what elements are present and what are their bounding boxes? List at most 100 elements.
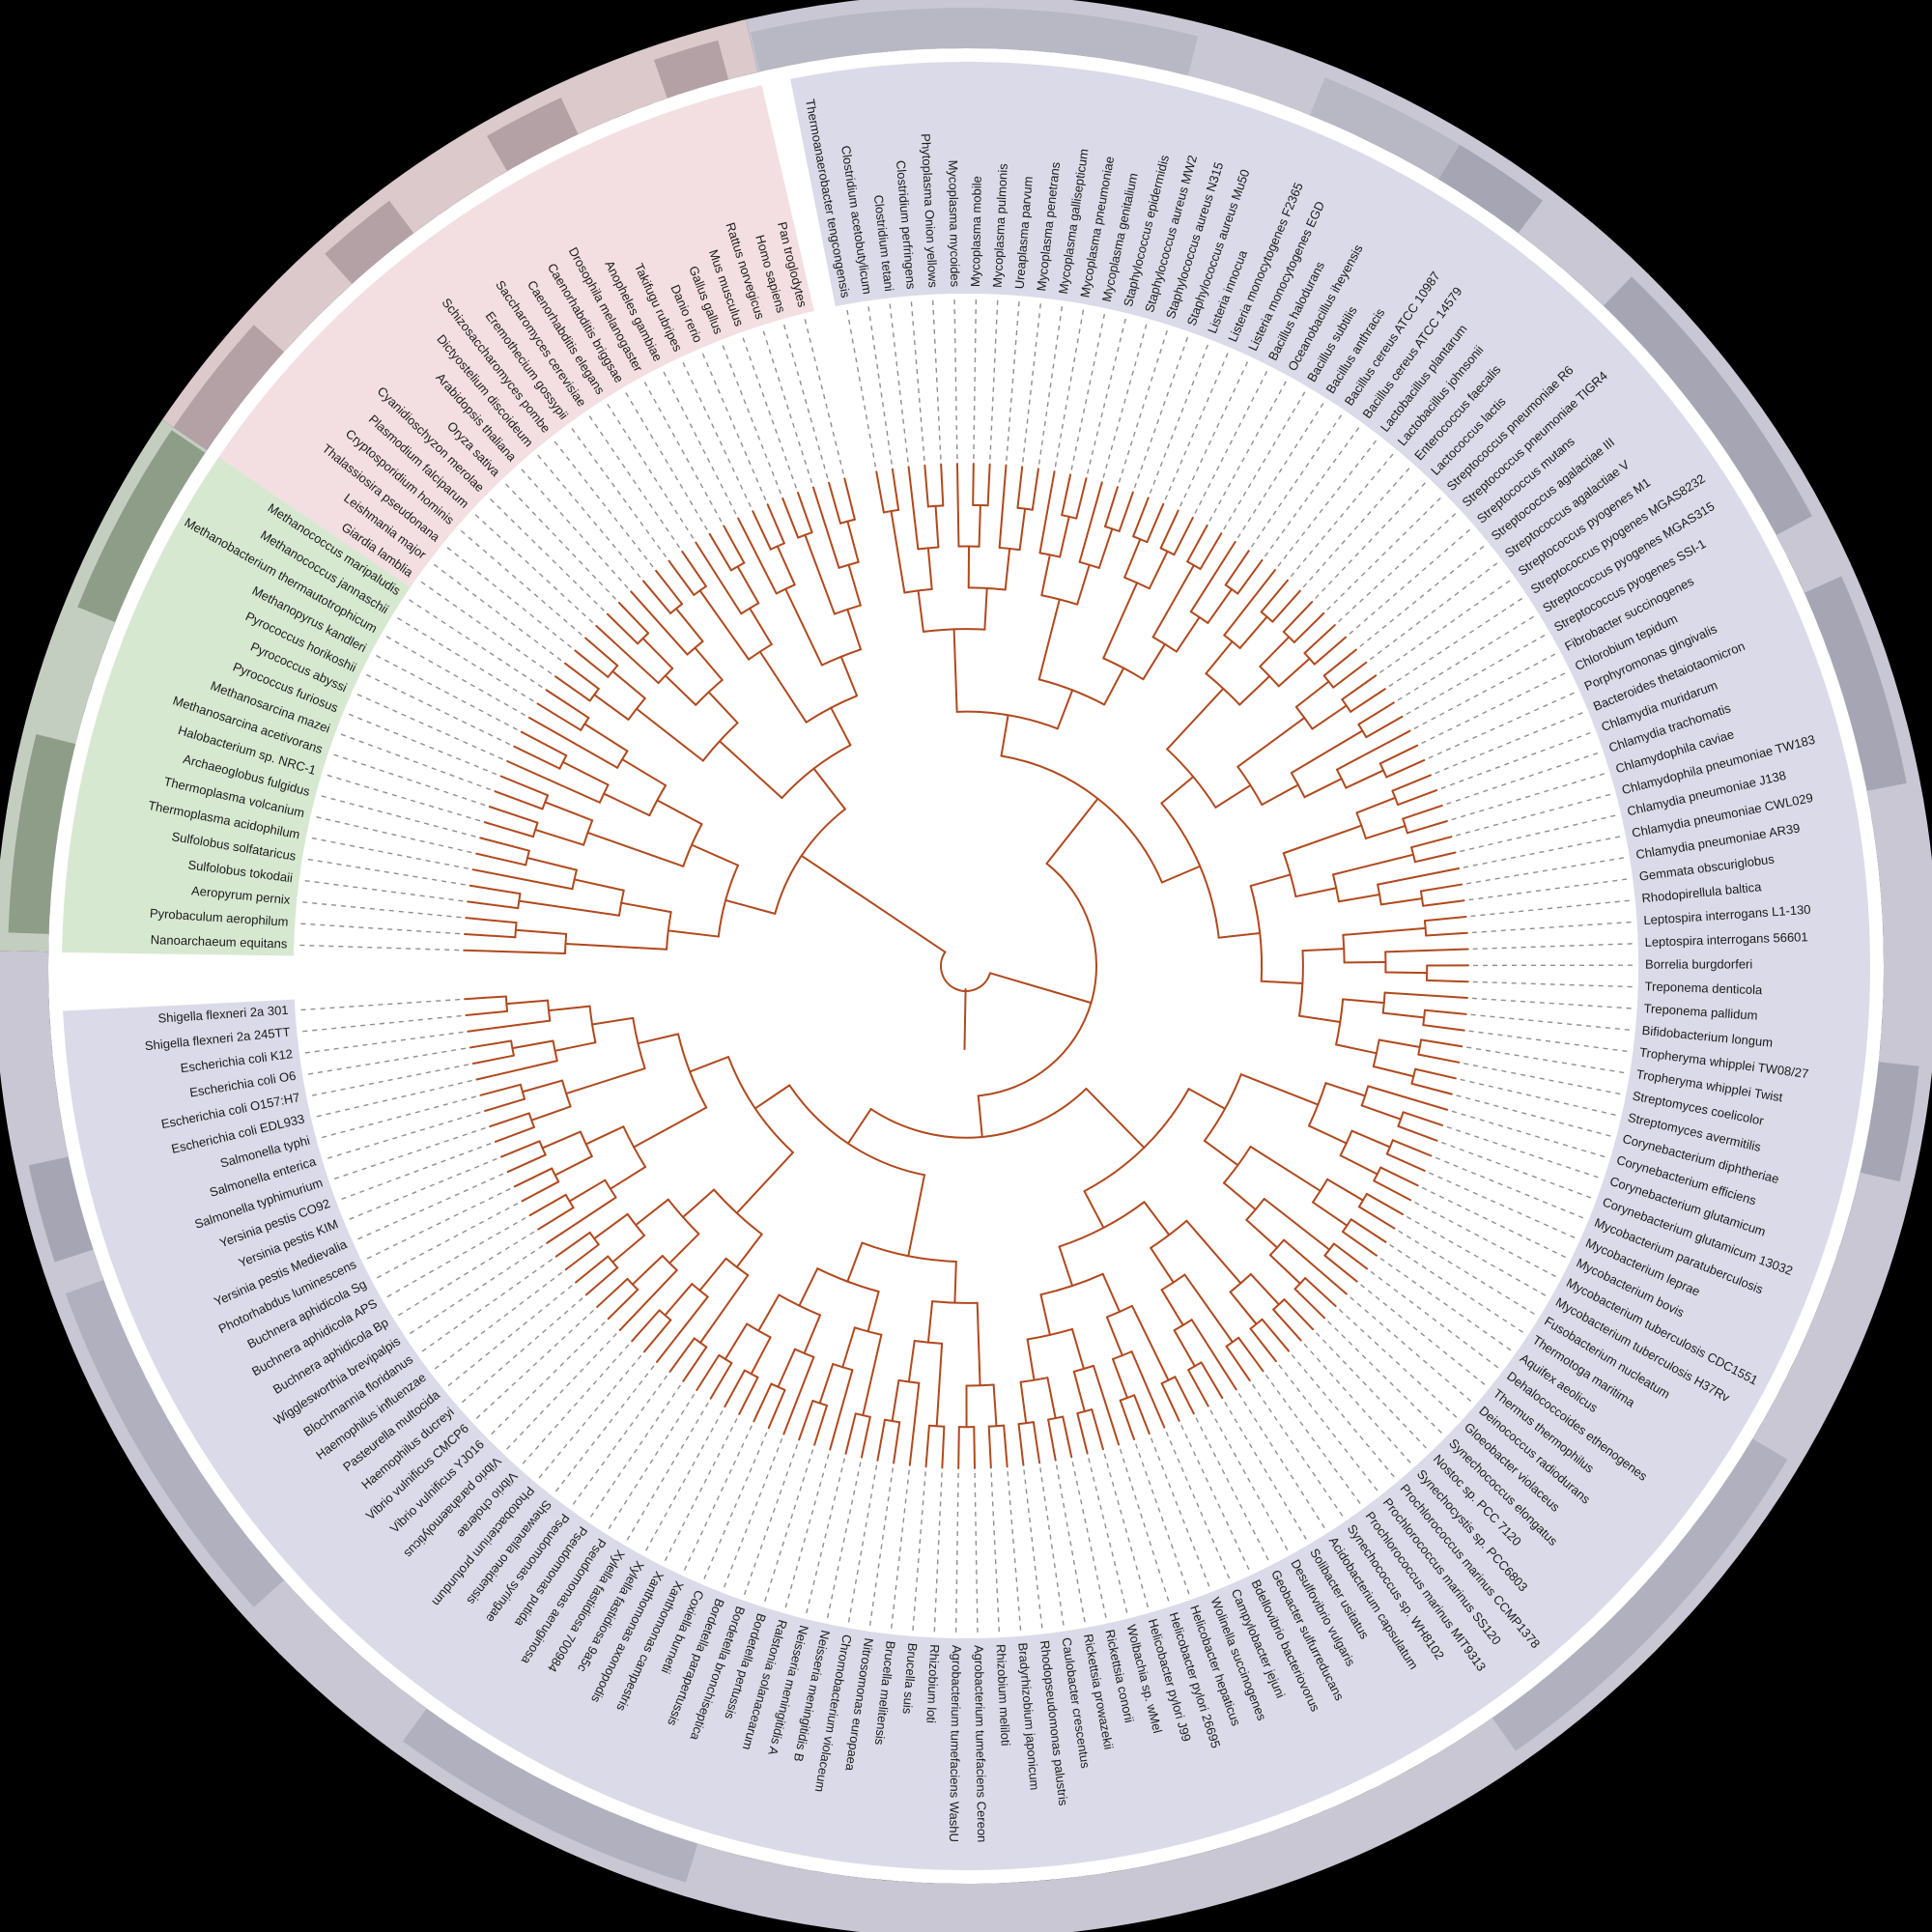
branch — [1076, 563, 1091, 606]
branch — [1308, 1124, 1348, 1145]
branch — [1070, 1327, 1085, 1370]
branch — [1143, 1201, 1171, 1236]
branch — [506, 1153, 547, 1174]
leader-line — [443, 544, 572, 648]
branch — [784, 587, 823, 667]
leader-line — [1435, 710, 1587, 775]
leader-line — [1165, 1432, 1232, 1582]
branch — [534, 828, 585, 846]
leader-line — [953, 296, 958, 460]
branch — [1417, 1053, 1461, 1064]
branch — [708, 532, 732, 572]
branch — [1017, 1423, 1025, 1466]
branch — [1130, 1350, 1166, 1429]
branch — [776, 545, 796, 586]
leader-line — [519, 1344, 630, 1467]
branch — [1142, 642, 1166, 681]
branch — [1093, 1364, 1121, 1446]
branch — [668, 1233, 700, 1264]
branch — [1249, 1273, 1280, 1306]
branch — [1397, 1124, 1438, 1142]
leader-line — [701, 1432, 768, 1583]
branch — [1062, 1415, 1073, 1459]
leader-line — [502, 480, 616, 600]
branch — [554, 1041, 597, 1052]
branch — [593, 694, 630, 721]
leader-line — [298, 900, 462, 919]
branch — [1037, 678, 1106, 706]
branch — [1425, 979, 1469, 983]
branch — [738, 1376, 759, 1415]
branch — [709, 1361, 733, 1400]
leader-line — [682, 1425, 753, 1575]
leader-line — [1054, 305, 1085, 468]
leader-line — [1350, 1296, 1475, 1405]
branch — [750, 1336, 772, 1376]
branch — [1272, 1308, 1302, 1342]
branch — [917, 589, 924, 633]
branch — [1397, 789, 1438, 807]
branch — [846, 520, 860, 563]
species-label-bacteria-102: Agrobacterium tumefaciens Cereon — [972, 1645, 990, 1843]
leader-line — [721, 341, 782, 495]
ring-segment — [487, 97, 579, 172]
branch — [618, 1268, 678, 1331]
leader-line — [911, 1471, 926, 1634]
leader-line — [1237, 1393, 1327, 1532]
leader-line — [1466, 1046, 1629, 1074]
branch — [1245, 1218, 1279, 1249]
branch — [464, 995, 507, 1001]
branch — [1045, 797, 1099, 865]
leader-line — [722, 1437, 783, 1591]
leader-line — [1435, 1156, 1587, 1220]
branch — [907, 1174, 925, 1258]
branch — [1150, 1246, 1175, 1284]
branch — [521, 1180, 560, 1203]
branch — [1146, 502, 1165, 544]
leader-line — [312, 1079, 472, 1119]
branch — [940, 951, 991, 993]
branch — [633, 1106, 708, 1149]
branch — [548, 1005, 591, 1012]
branch — [479, 1083, 522, 1096]
leader-line — [1421, 670, 1569, 745]
branch — [1263, 1198, 1331, 1251]
ring-segment — [1603, 276, 1812, 535]
leader-lines — [296, 296, 1637, 1636]
leader-line — [1022, 299, 1042, 463]
branch — [1018, 507, 1027, 552]
branch — [635, 707, 704, 762]
branch — [1160, 776, 1195, 805]
leader-line — [1223, 387, 1308, 530]
branch — [867, 1290, 880, 1333]
branch — [520, 730, 568, 757]
branch — [1236, 558, 1264, 595]
leader-line — [307, 837, 469, 869]
branch — [611, 669, 646, 699]
ring-segment — [65, 1279, 285, 1607]
leader-line — [783, 1454, 830, 1612]
branch — [812, 767, 846, 810]
branch — [1104, 486, 1119, 528]
branch — [1342, 1231, 1378, 1257]
leader-line — [503, 1333, 617, 1453]
branch — [1324, 1082, 1367, 1097]
branch — [805, 695, 859, 724]
branch — [1199, 532, 1223, 571]
leader-line — [353, 692, 503, 760]
branch — [656, 799, 703, 826]
leader-line — [1102, 320, 1149, 478]
branch — [681, 550, 707, 587]
leader-line — [430, 561, 562, 662]
branch — [927, 1424, 946, 1428]
leader-line — [661, 368, 737, 515]
branch — [955, 463, 960, 548]
branch — [1379, 897, 1424, 906]
branch — [1364, 824, 1406, 839]
branch — [1166, 748, 1217, 809]
branch — [606, 612, 639, 645]
branch — [1111, 1357, 1128, 1400]
leader-line — [318, 1095, 476, 1140]
branch — [1294, 680, 1330, 708]
leader-line — [1302, 465, 1413, 588]
